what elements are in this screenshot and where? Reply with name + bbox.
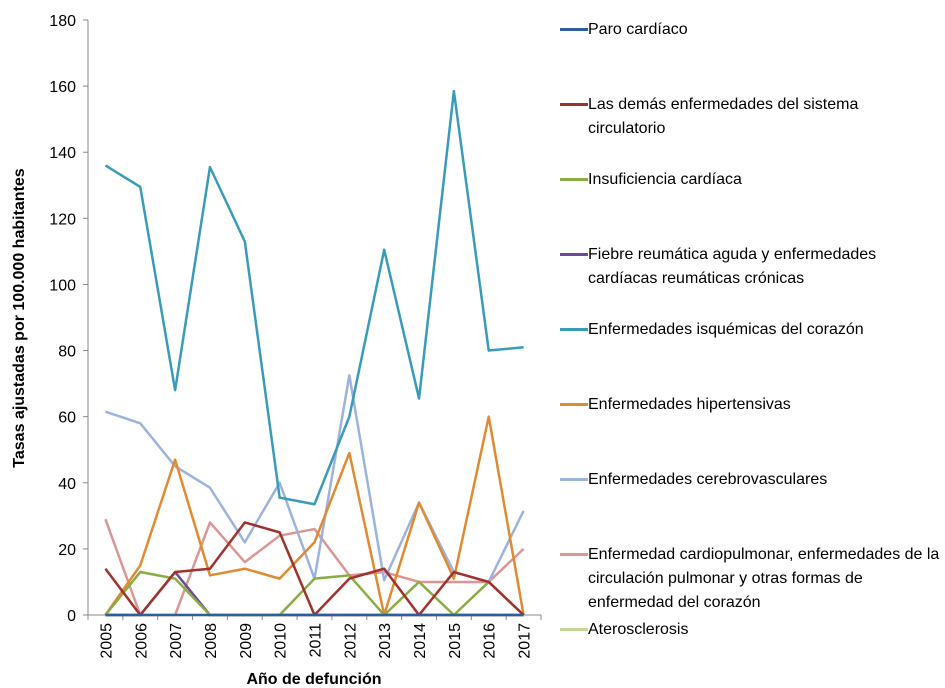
legend-swatch bbox=[560, 403, 588, 406]
y-tick-label: 140 bbox=[49, 145, 76, 162]
x-tick-label: 2011 bbox=[308, 623, 325, 658]
legend-entry: Paro cardíaco bbox=[560, 18, 940, 42]
legend-label: Enfermedades hipertensivas bbox=[588, 396, 791, 413]
x-tick-label: 2016 bbox=[482, 623, 499, 659]
legend-label: Enfermedad cardiopulmonar, enfermedades … bbox=[588, 546, 940, 611]
legend-entry: Enfermedad cardiopulmonar, enfermedades … bbox=[560, 543, 940, 615]
x-tick-label: 2008 bbox=[203, 623, 220, 659]
legend-label: Aterosclerosis bbox=[588, 621, 689, 638]
legend-swatch bbox=[560, 28, 588, 31]
legend-swatch bbox=[560, 253, 588, 256]
x-tick-label: 2013 bbox=[377, 623, 394, 659]
y-axis-title: Tasas ajustadas por 100.000 habitantes bbox=[11, 168, 28, 468]
legend-swatch bbox=[560, 478, 588, 481]
series-line bbox=[104, 518, 525, 617]
x-tick-label: 2009 bbox=[238, 623, 255, 659]
legend-entry: Enfermedades isquémicas del corazón bbox=[560, 318, 940, 342]
y-tick-label: 20 bbox=[58, 542, 76, 559]
legend-label: Enfermedades cerebrovasculares bbox=[588, 471, 828, 488]
legend-swatch bbox=[560, 103, 588, 106]
x-tick-label: 2010 bbox=[273, 623, 290, 659]
legend-entry: Enfermedades hipertensivas bbox=[560, 393, 940, 417]
x-tick-label: 2017 bbox=[517, 623, 534, 659]
y-tick-label: 40 bbox=[58, 476, 76, 493]
x-tick-label: 2005 bbox=[98, 623, 115, 659]
x-tick-label: 2006 bbox=[133, 623, 150, 659]
y-tick-label: 100 bbox=[49, 277, 76, 294]
legend-swatch bbox=[560, 328, 588, 331]
legend-entry: Fiebre reumática aguda y enfermedades ca… bbox=[560, 243, 940, 291]
series-line bbox=[104, 570, 525, 617]
legend-label: Las demás enfermedades del sistema circu… bbox=[588, 96, 859, 137]
y-tick-label: 60 bbox=[58, 410, 76, 427]
series-line bbox=[104, 521, 525, 617]
legend-label: Fiebre reumática aguda y enfermedades ca… bbox=[588, 246, 877, 287]
legend-swatch bbox=[560, 178, 588, 181]
x-tick-label: 2015 bbox=[447, 623, 464, 659]
legend-entry: Las demás enfermedades del sistema circu… bbox=[560, 93, 940, 141]
legend-swatch bbox=[560, 628, 588, 631]
legend-label: Enfermedades isquémicas del corazón bbox=[588, 321, 864, 338]
y-tick-label: 0 bbox=[67, 608, 76, 625]
x-tick-label: 2007 bbox=[168, 623, 185, 659]
x-tick-label: 2014 bbox=[412, 623, 429, 659]
x-axis-title: Año de defunción bbox=[246, 671, 381, 688]
legend-swatch bbox=[560, 553, 588, 556]
y-tick-label: 120 bbox=[49, 211, 76, 228]
legend-label: Paro cardíaco bbox=[588, 21, 688, 38]
y-tick-label: 180 bbox=[49, 13, 76, 30]
legend-entry: Enfermedades cerebrovasculares bbox=[560, 468, 940, 492]
y-tick-label: 80 bbox=[58, 344, 76, 361]
legend-label: Insuficiencia cardíaca bbox=[588, 171, 742, 188]
x-tick-label: 2012 bbox=[342, 623, 359, 659]
series-line bbox=[104, 89, 524, 506]
legend-entry: Insuficiencia cardíaca bbox=[560, 168, 940, 192]
series-line bbox=[104, 415, 525, 617]
legend-entry: Aterosclerosis bbox=[560, 618, 940, 642]
y-tick-label: 160 bbox=[49, 79, 76, 96]
